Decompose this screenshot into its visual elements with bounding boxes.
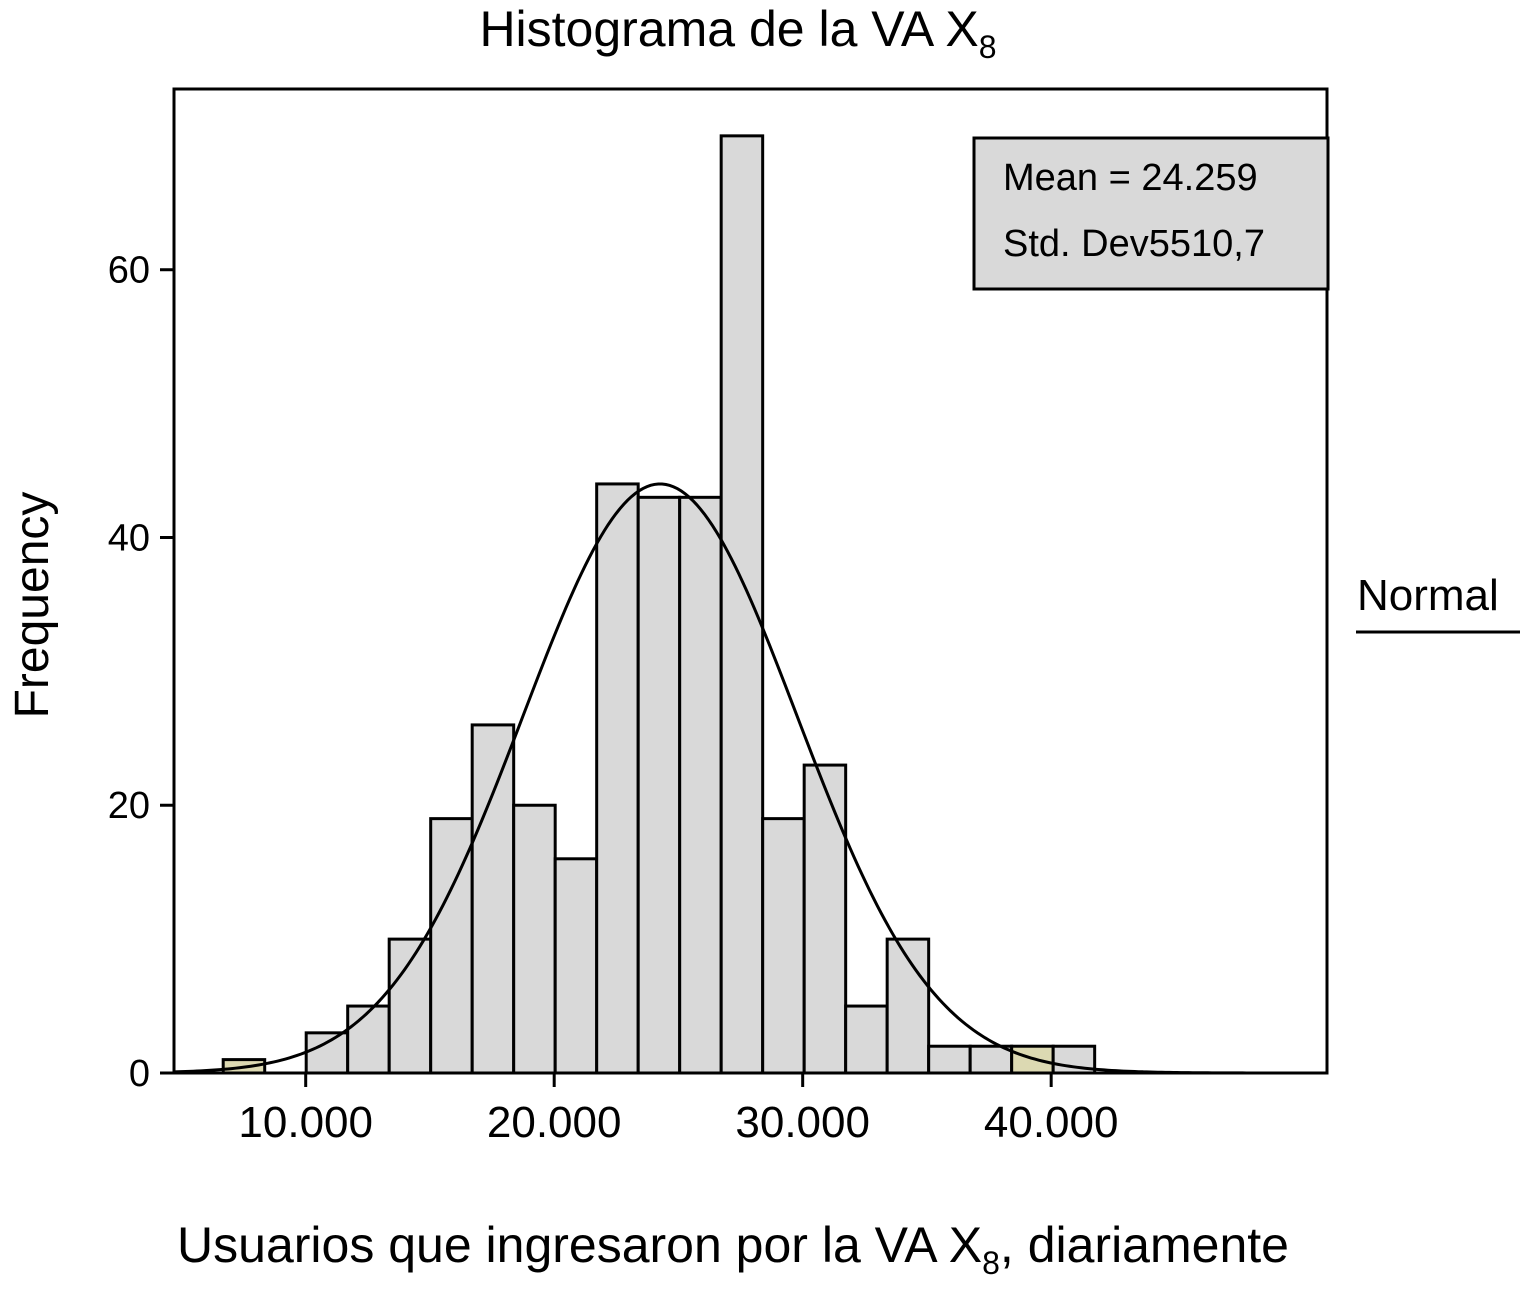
legend: Normal xyxy=(1356,571,1520,634)
x-tick-label: 40.000 xyxy=(984,1098,1119,1147)
y-axis-label: Frequency xyxy=(6,492,59,719)
bars-layer xyxy=(221,134,1097,1075)
histogram-bar xyxy=(346,1004,391,1075)
histogram-bar xyxy=(844,1004,889,1075)
x-tick-label: 30.000 xyxy=(735,1098,870,1147)
chart-title: Histograma de la VA X8 xyxy=(479,1,996,65)
histogram-bar xyxy=(968,1044,1014,1075)
histogram-bar xyxy=(885,937,931,1075)
histogram-bar xyxy=(678,495,723,1075)
x-tick-label: 10.000 xyxy=(238,1098,373,1147)
x-axis-ticks: 10.000 20.000 30.000 40.000 xyxy=(238,1073,1118,1147)
histogram-bar xyxy=(304,1031,350,1075)
stats-box: Mean = 24.259 Std. Dev5510,7 xyxy=(972,136,1330,291)
y-tick-label: 40 xyxy=(108,517,150,559)
histogram-bar xyxy=(595,482,640,1075)
stats-mean: Mean = 24.259 xyxy=(1003,157,1258,199)
stats-std-dev: Std. Dev5510,7 xyxy=(1003,223,1265,265)
y-tick-label: 0 xyxy=(129,1053,150,1095)
y-tick-label: 20 xyxy=(108,785,150,827)
x-tick-label: 20.000 xyxy=(487,1098,622,1147)
histogram-bar xyxy=(636,495,682,1075)
histogram-bar xyxy=(761,817,806,1075)
histogram-bar xyxy=(470,723,516,1075)
histogram-bar xyxy=(512,803,557,1075)
stats-box-background xyxy=(972,136,1330,291)
y-axis-ticks: 0 20 40 60 xyxy=(108,250,174,1095)
histogram-bar xyxy=(553,857,599,1075)
legend-label-normal: Normal xyxy=(1357,571,1499,620)
y-tick-label: 60 xyxy=(108,250,150,292)
x-axis-label: Usuarios que ingresaron por la VA X8, di… xyxy=(177,1217,1289,1281)
plot-frame xyxy=(172,87,1329,1075)
histogram-bar xyxy=(927,1044,972,1075)
histogram-bar xyxy=(802,763,848,1075)
histogram-bar xyxy=(719,134,765,1075)
